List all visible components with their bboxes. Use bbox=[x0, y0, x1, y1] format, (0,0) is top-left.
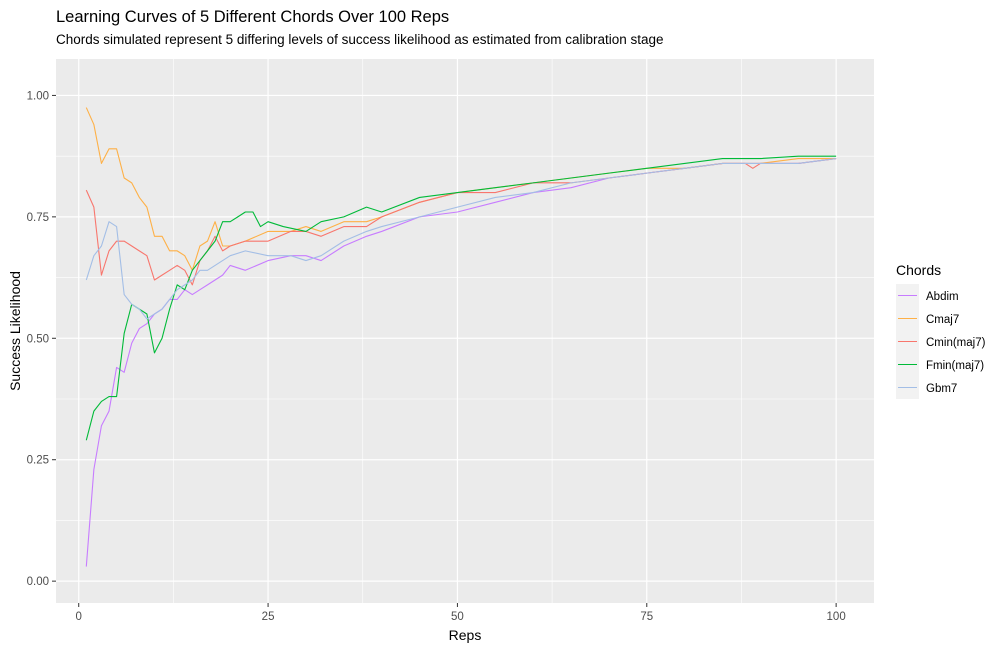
legend-label: Cmaj7 bbox=[926, 314, 959, 326]
series-line-abdim bbox=[85, 158, 837, 567]
y-tick-label: 0.75 bbox=[27, 212, 49, 224]
plot-panel bbox=[56, 59, 874, 603]
legend: Chords Abdim Cmaj7 Cmin(maj7) Fmin(maj7) Gbm… bbox=[896, 262, 986, 399]
x-tick-label: 25 bbox=[262, 611, 275, 623]
grid-layer bbox=[56, 59, 874, 603]
x-axis-title: Reps bbox=[449, 627, 482, 643]
y-tick-label: 0.00 bbox=[27, 576, 49, 588]
legend-items: Abdim Cmaj7 Cmin(maj7) Fmin(maj7) Gbm7 bbox=[896, 284, 986, 399]
chart-title: Learning Curves of 5 Different Chords Ov… bbox=[56, 8, 449, 26]
x-tick-label: 50 bbox=[451, 611, 464, 623]
series-line-gbm7 bbox=[85, 158, 837, 320]
legend-label: Abdim bbox=[926, 291, 959, 303]
y-tick-label: 0.50 bbox=[27, 333, 49, 345]
y-axis-title: Success Likelihood bbox=[7, 271, 23, 391]
legend-label: Cmin(maj7) bbox=[926, 337, 986, 349]
series-layer bbox=[85, 107, 837, 567]
legend-label: Gbm7 bbox=[926, 383, 957, 395]
x-tick-label: 100 bbox=[827, 611, 846, 623]
axis-layer: 0 25 50 75 100 0.00 0.25 0.50 0.75 1.00 bbox=[27, 90, 846, 623]
x-tick-label: 0 bbox=[76, 611, 82, 623]
chart-subtitle: Chords simulated represent 5 differing l… bbox=[56, 32, 664, 47]
y-tick-label: 1.00 bbox=[27, 90, 49, 102]
legend-label: Fmin(maj7) bbox=[926, 360, 984, 372]
y-tick-label: 0.25 bbox=[27, 455, 49, 467]
x-tick-label: 75 bbox=[640, 611, 653, 623]
legend-title: Chords bbox=[896, 262, 941, 278]
